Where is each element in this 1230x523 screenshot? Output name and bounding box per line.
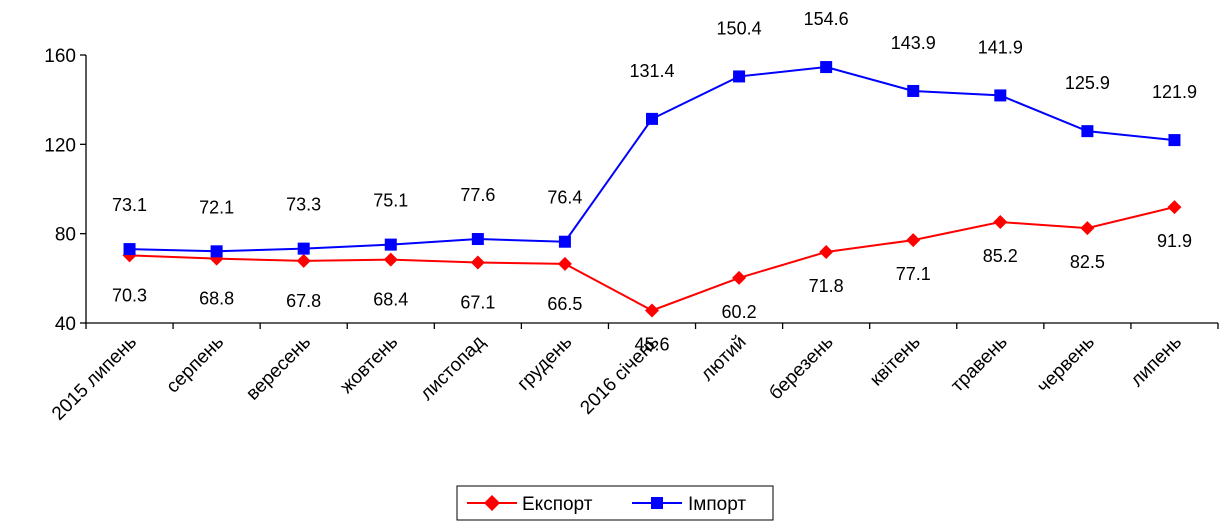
import-data-label: 121.9	[1152, 82, 1197, 102]
export-data-label: 68.8	[199, 289, 234, 309]
series-1-point	[1168, 134, 1181, 147]
series-1-point	[210, 245, 223, 258]
y-axis: 40 80 120 160	[44, 46, 87, 335]
import-data-label: 143.9	[891, 33, 936, 53]
import-data-label: 73.3	[286, 195, 321, 215]
series-0-point	[296, 253, 311, 268]
export-data-label: 67.8	[286, 291, 321, 311]
series-0-point	[819, 244, 834, 259]
x-axis: 2015 липень серпень вересень жовтень листопа…	[48, 322, 1219, 425]
x-tick-label: лютий	[697, 332, 751, 386]
import-data-label: 77.6	[460, 185, 495, 205]
export-data-label: 71.8	[809, 276, 844, 296]
series-1-point	[297, 242, 310, 255]
x-tick-label: червень	[1033, 332, 1099, 398]
export-data-label: 77.1	[896, 264, 931, 284]
import-data-label: 72.1	[199, 197, 234, 217]
series-0-point	[1080, 221, 1095, 236]
import-data-label: 73.1	[112, 195, 147, 215]
y-tick-label: 40	[55, 314, 76, 335]
export-data-label: 66.5	[547, 294, 582, 314]
x-tick-label: травень	[947, 332, 1012, 397]
series-0-point	[993, 215, 1008, 230]
x-tick-label: жовтень	[336, 332, 402, 398]
export-data-label: 67.1	[460, 292, 495, 312]
legend-marker-import	[651, 497, 663, 509]
export-data-label: 45.6	[634, 334, 669, 354]
series-0-point	[1167, 200, 1182, 215]
series-1-point	[471, 233, 484, 246]
x-tick-label: листопад	[416, 332, 489, 405]
series-1-point	[907, 84, 920, 97]
series-1-point	[384, 238, 397, 251]
export-data-label: 68.4	[373, 290, 408, 310]
import-data-label: 141.9	[978, 37, 1023, 57]
series-1-point	[733, 70, 746, 83]
series-layer	[122, 61, 1182, 318]
import-data-label: 131.4	[629, 61, 674, 81]
x-tick-label: грудень	[513, 332, 576, 395]
x-tick-label: 2015 липень	[48, 332, 141, 425]
import-data-label: 154.6	[804, 9, 849, 29]
y-tick-label: 120	[44, 135, 76, 156]
data-labels: 73.1 72.1 73.3 75.1 77.6 76.4 131.4 150.4 154.6 1…	[112, 9, 1197, 354]
series-1-point	[994, 89, 1007, 102]
series-0-point	[557, 256, 572, 271]
series-1-point	[1081, 125, 1094, 138]
import-data-label: 76.4	[547, 188, 582, 208]
series-1-point	[646, 112, 658, 125]
x-tick-label: серпень	[162, 332, 228, 398]
series-1-point	[123, 243, 136, 256]
export-data-label: 60.2	[722, 302, 757, 322]
series-1-point	[558, 235, 571, 248]
series-1-point	[820, 61, 833, 74]
legend-label-import: Імпорт	[688, 494, 746, 515]
x-tick-label: березень	[765, 332, 837, 404]
series-0-point	[906, 233, 921, 248]
legend: Експорт Імпорт	[456, 485, 774, 521]
x-tick-label: квітень	[866, 332, 925, 391]
export-data-label: 91.9	[1157, 231, 1192, 251]
import-data-label: 75.1	[373, 191, 408, 211]
series-0-point	[383, 252, 398, 267]
y-tick-label: 160	[44, 46, 76, 67]
x-tick-label: вересень	[242, 332, 315, 405]
series-0-point	[470, 255, 485, 270]
import-data-label: 150.4	[717, 18, 762, 38]
series-0-point	[732, 270, 747, 285]
series-0-point	[645, 303, 659, 318]
import-data-label: 125.9	[1065, 73, 1110, 93]
export-data-label: 82.5	[1070, 252, 1105, 272]
legend-label-export: Експорт	[522, 494, 593, 515]
y-tick-label: 80	[55, 225, 76, 246]
x-tick-label: липень	[1127, 332, 1186, 391]
export-data-label: 70.3	[112, 285, 147, 305]
legend-marker-export	[484, 495, 500, 511]
export-data-label: 85.2	[983, 246, 1018, 266]
